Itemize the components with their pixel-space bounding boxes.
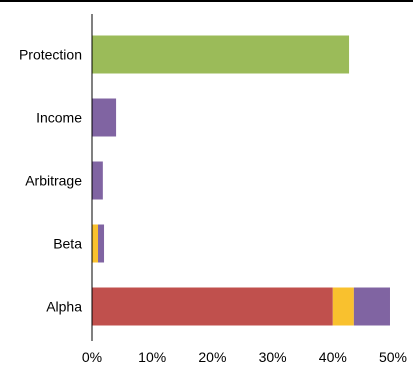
- x-tick-label: 0%: [82, 349, 102, 365]
- x-tick-label: 20%: [198, 349, 226, 365]
- x-tick-label: 30%: [259, 349, 287, 365]
- bar-income-segment-3: [92, 98, 117, 137]
- bar-protection-segment-0: [92, 35, 350, 74]
- category-label-beta: Beta: [53, 236, 82, 252]
- x-tick-label: 50%: [379, 349, 407, 365]
- x-tick-labels: 0% 10% 20% 30% 40% 50%: [82, 349, 407, 365]
- x-tick-label: 10%: [138, 349, 166, 365]
- category-label-income: Income: [36, 110, 82, 126]
- x-tick-label: 40%: [319, 349, 347, 365]
- category-label-arbitrage: Arbitrage: [25, 173, 82, 189]
- category-label-protection: Protection: [19, 47, 82, 63]
- category-labels: Protection Income Arbitrage Beta Alpha: [19, 47, 82, 315]
- category-label-alpha: Alpha: [46, 299, 82, 315]
- bar-beta-segment-3: [98, 224, 105, 263]
- bar-beta-segment-2: [92, 224, 99, 263]
- bars-layer: [92, 35, 390, 326]
- bar-alpha-segment-3: [353, 287, 390, 326]
- bar-arbitrage-segment-3: [92, 161, 103, 200]
- bar-alpha-segment-2: [332, 287, 354, 326]
- bar-alpha-segment-1: [92, 287, 333, 326]
